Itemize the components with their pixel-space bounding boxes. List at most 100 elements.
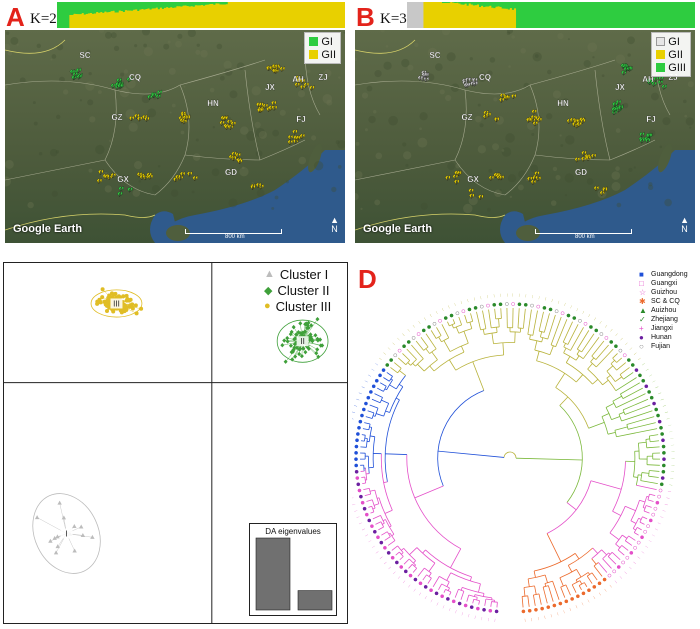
- ancestry-bar-gii: [485, 6, 488, 28]
- tree-branch: [623, 372, 634, 380]
- ancestry-bar-gii: [299, 2, 303, 28]
- ancestry-bar-gii: [322, 2, 325, 28]
- ancestry-bar-giii: [507, 2, 511, 10]
- map-b-legend-gi: GI: [656, 35, 686, 48]
- ancestry-bar-gii: [435, 2, 439, 28]
- map-a-legend-gi: GI: [309, 35, 336, 48]
- leaf-marker: [393, 353, 398, 358]
- terrain-texture: [88, 168, 93, 173]
- ancestry-bar-gi: [122, 2, 126, 12]
- legend-label: Hunan: [651, 334, 672, 341]
- leaf-marker: [374, 378, 379, 383]
- tree-arc: [485, 598, 495, 601]
- tree-branch: [649, 470, 660, 472]
- terrain-texture: [163, 43, 170, 50]
- ancestry-bar-gii: [85, 13, 89, 28]
- terrain-texture: [138, 179, 142, 183]
- terrain-texture: [683, 99, 687, 104]
- tree-branch: [645, 505, 652, 508]
- terrain-texture: [326, 99, 333, 106]
- data-point: [280, 343, 285, 348]
- ancestry-bar-gii: [233, 2, 237, 28]
- star-icon: ✱: [639, 297, 646, 306]
- ancestry-bar-giii: [460, 2, 464, 5]
- ancestry-bar-gi: [166, 2, 169, 8]
- province-border: [5, 159, 106, 181]
- ancestry-bar-gii: [431, 2, 435, 28]
- ancestry-bar-gi: [415, 2, 418, 28]
- tree-branch: [386, 372, 393, 377]
- sample-marker: [256, 107, 263, 113]
- data-point: [299, 353, 304, 359]
- tree-branch: [641, 472, 650, 474]
- ancestry-bar-giii: [633, 2, 636, 28]
- terrain-texture: [271, 206, 275, 210]
- province-label: AH: [292, 75, 304, 84]
- sample-marker: [144, 116, 150, 122]
- terrain-texture: [615, 128, 621, 133]
- ancestry-bar-gii: [460, 4, 464, 28]
- leaf-label: —: [466, 298, 471, 303]
- ancestry-bar-giii: [620, 2, 624, 28]
- tree-branch: [361, 434, 366, 436]
- ancestry-bar-gii: [254, 2, 258, 28]
- ancestry-bar-gi: [176, 2, 179, 7]
- tree-branch: [646, 496, 649, 498]
- sample-marker: [255, 182, 262, 188]
- tree-branch: [365, 416, 373, 419]
- terrain-texture: [455, 163, 461, 169]
- ancestry-bar-gii: [429, 2, 433, 28]
- sample-marker: [236, 157, 242, 164]
- data-point: [34, 515, 40, 520]
- terrain-texture: [16, 43, 19, 46]
- terrain-texture: [5, 84, 8, 90]
- terrain-texture: [246, 131, 256, 141]
- tree-branch: [414, 564, 416, 567]
- cluster-label: I: [65, 530, 67, 539]
- terrain-texture: [511, 35, 515, 39]
- ancestry-bar-gi: [73, 2, 77, 14]
- tree-branch: [622, 398, 649, 411]
- ancestry-bar-gi: [118, 2, 122, 11]
- dendrogram-legend-item: ○ Fujian: [639, 342, 688, 351]
- tree-branch: [571, 584, 577, 593]
- terrain-texture: [477, 145, 487, 154]
- tree-branch: [602, 558, 612, 569]
- terrain-texture: [143, 43, 147, 48]
- tree-branch: [367, 410, 375, 414]
- leaf-marker: [354, 451, 358, 455]
- data-point: [297, 347, 302, 352]
- ancestry-bar-gii: [133, 9, 136, 28]
- leaf-label: —: [506, 293, 510, 297]
- data-point: [95, 299, 100, 304]
- ancestry-bar-gi: [151, 2, 155, 9]
- terrain-texture: [564, 173, 574, 183]
- legend-label: Auizhou: [651, 307, 677, 314]
- province-label: FJ: [296, 115, 305, 124]
- tree-arc: [415, 358, 424, 367]
- data-point: [291, 347, 296, 353]
- legend-label: Guangxi: [651, 280, 678, 287]
- leaf-marker: [530, 303, 534, 308]
- ancestry-bar-gii: [511, 9, 515, 28]
- tree-branch: [469, 322, 473, 329]
- ancestry-bar-giii: [623, 2, 626, 28]
- leaf-label: —: [603, 588, 609, 594]
- leaf-label: —: [382, 351, 388, 357]
- ancestry-bar-gii: [110, 11, 114, 28]
- tree-arc: [587, 368, 603, 386]
- province-label: SC: [79, 51, 90, 60]
- terrain-texture: [169, 111, 172, 114]
- tree-arc: [368, 427, 373, 442]
- tree-branch: [590, 480, 622, 490]
- tree-branch: [401, 548, 404, 551]
- ancestry-bar-giii: [618, 2, 622, 28]
- sample-marker: [265, 65, 272, 72]
- leaf-marker: [413, 577, 418, 582]
- sample-marker: [268, 104, 274, 111]
- sample-marker: [117, 191, 123, 197]
- leaf-marker: [658, 488, 663, 493]
- ancestry-bar-gi: [100, 2, 103, 13]
- sample-marker: [270, 100, 277, 106]
- tree-branch: [417, 363, 425, 372]
